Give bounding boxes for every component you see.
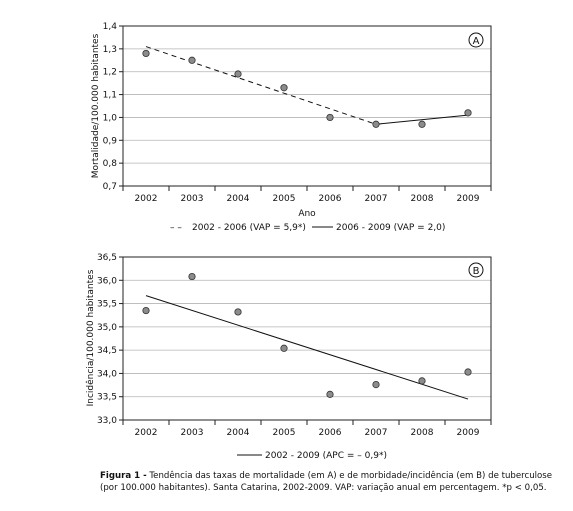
data-point — [326, 113, 334, 122]
chart-b-x-ticks: 2002 2003 2004 2005 2006 2007 2008 2009 — [122, 420, 492, 438]
x-tick-label: 2009 — [457, 194, 480, 204]
x-tick-label: 2007 — [365, 194, 388, 204]
data-point — [280, 344, 288, 352]
y-tick-label: 1,0 — [103, 113, 118, 123]
y-tick-label: 34,0 — [97, 369, 117, 379]
chart-b-plot-frame — [122, 256, 492, 421]
data-point — [464, 109, 472, 117]
chart-a-trendlines — [145, 46, 469, 125]
y-tick-label: 33,5 — [97, 393, 117, 403]
y-tick-label: 34,5 — [97, 346, 117, 356]
x-tick-label: 2006 — [319, 194, 342, 204]
chart-a-legend: – – 2002 - 2006 (VAP = 5,9*) 2006 - 2009… — [170, 223, 445, 233]
x-tick-label: 2003 — [181, 428, 204, 438]
y-tick-label: 35,0 — [97, 323, 117, 333]
chart-a-gridlines — [123, 48, 491, 164]
x-tick-label: 2006 — [319, 428, 342, 438]
data-point — [464, 368, 472, 376]
chart-a-plot-frame — [122, 25, 492, 187]
x-tick-label: 2008 — [411, 428, 434, 438]
data-point — [326, 390, 334, 398]
x-tick-label: 2007 — [365, 428, 388, 438]
legend-b-solid-label: 2002 - 2009 (APC = – 0,9*) — [265, 451, 387, 461]
chart-b-gridlines — [123, 279, 491, 398]
x-tick-label: 2002 — [135, 428, 158, 438]
x-tick-label: 2004 — [227, 428, 250, 438]
legend-a-dashed-label: 2002 - 2006 (VAP = 5,9*) — [192, 223, 306, 233]
y-tick-label: 0,8 — [103, 159, 118, 169]
y-tick-label: 35,5 — [97, 300, 117, 310]
legend-a-solid-label: 2006 - 2009 (VAP = 2,0) — [336, 223, 445, 233]
chart-a-panel-label: A — [473, 36, 480, 47]
y-tick-label: 36,5 — [97, 253, 117, 263]
chart-a-xlabel: Ano — [298, 209, 316, 219]
data-point — [418, 377, 426, 385]
chart-a-y-ticks: 0,7 0,8 0,9 1,0 1,1 1,2 1,3 1,4 — [103, 22, 123, 192]
y-tick-label: 1,3 — [103, 45, 117, 55]
y-tick-label: 33,0 — [97, 416, 117, 426]
x-tick-label: 2002 — [135, 194, 158, 204]
chart-b-points — [142, 272, 472, 398]
trend-line-dashed — [145, 46, 377, 125]
figure-caption-label: Figura 1 - — [100, 471, 147, 481]
x-tick-label: 2005 — [273, 194, 296, 204]
y-tick-label: 1,4 — [103, 22, 118, 32]
y-tick-label: 0,9 — [103, 136, 118, 146]
data-point — [188, 272, 196, 281]
x-tick-label: 2004 — [227, 194, 250, 204]
trend-line-solid — [145, 295, 469, 400]
data-point — [234, 70, 242, 78]
x-tick-label: 2008 — [411, 194, 434, 204]
chart-a-points — [142, 49, 472, 128]
figure-caption: Figura 1 - Tendência das taxas de mortal… — [100, 470, 570, 494]
chart-b-legend: 2002 - 2009 (APC = – 0,9*) — [237, 451, 387, 461]
trend-line-solid — [375, 114, 469, 125]
legend-a-dash-glyph: – – — [170, 223, 182, 233]
chart-b: 33,033,534,034,535,035,536,036,5 2002 200… — [85, 253, 492, 461]
data-point — [280, 84, 288, 92]
data-point — [418, 120, 426, 128]
y-tick-label: 36,0 — [97, 276, 117, 286]
chart-a-panel-badge — [468, 32, 484, 48]
data-point — [372, 120, 380, 128]
x-tick-label: 2003 — [181, 194, 204, 204]
chart-b-ylabel: Incidência/100.000 habitantes — [85, 269, 96, 406]
chart-a: 0,70,80,91,01,11,21,31,4 2002 2003 2004 200… — [91, 22, 492, 233]
chart-b-panel-badge — [468, 262, 484, 278]
data-point — [142, 306, 150, 315]
chart-b-trendlines — [145, 295, 469, 400]
chart-a-x-ticks: 2002 2003 2004 2005 2006 2007 2008 2009 — [122, 186, 492, 204]
y-tick-label: 1,1 — [103, 91, 117, 101]
data-point — [372, 381, 380, 389]
chart-b-panel-label: B — [473, 266, 480, 277]
data-point — [142, 49, 150, 58]
chart-b-y-ticks: 33,0 33,5 34,0 34,5 35,0 35,5 36,0 36,5 — [97, 253, 123, 426]
x-tick-label: 2005 — [273, 428, 296, 438]
chart-a-ylabel: Mortalidade/100.000 habitantes — [91, 33, 101, 178]
figure-caption-text: Tendência das taxas de mortalidade (em A… — [100, 471, 553, 493]
data-point — [234, 308, 242, 316]
x-tick-label: 2009 — [457, 428, 480, 438]
data-point — [188, 56, 196, 64]
y-tick-label: 1,2 — [103, 68, 117, 78]
y-tick-label: 0,7 — [103, 182, 117, 192]
